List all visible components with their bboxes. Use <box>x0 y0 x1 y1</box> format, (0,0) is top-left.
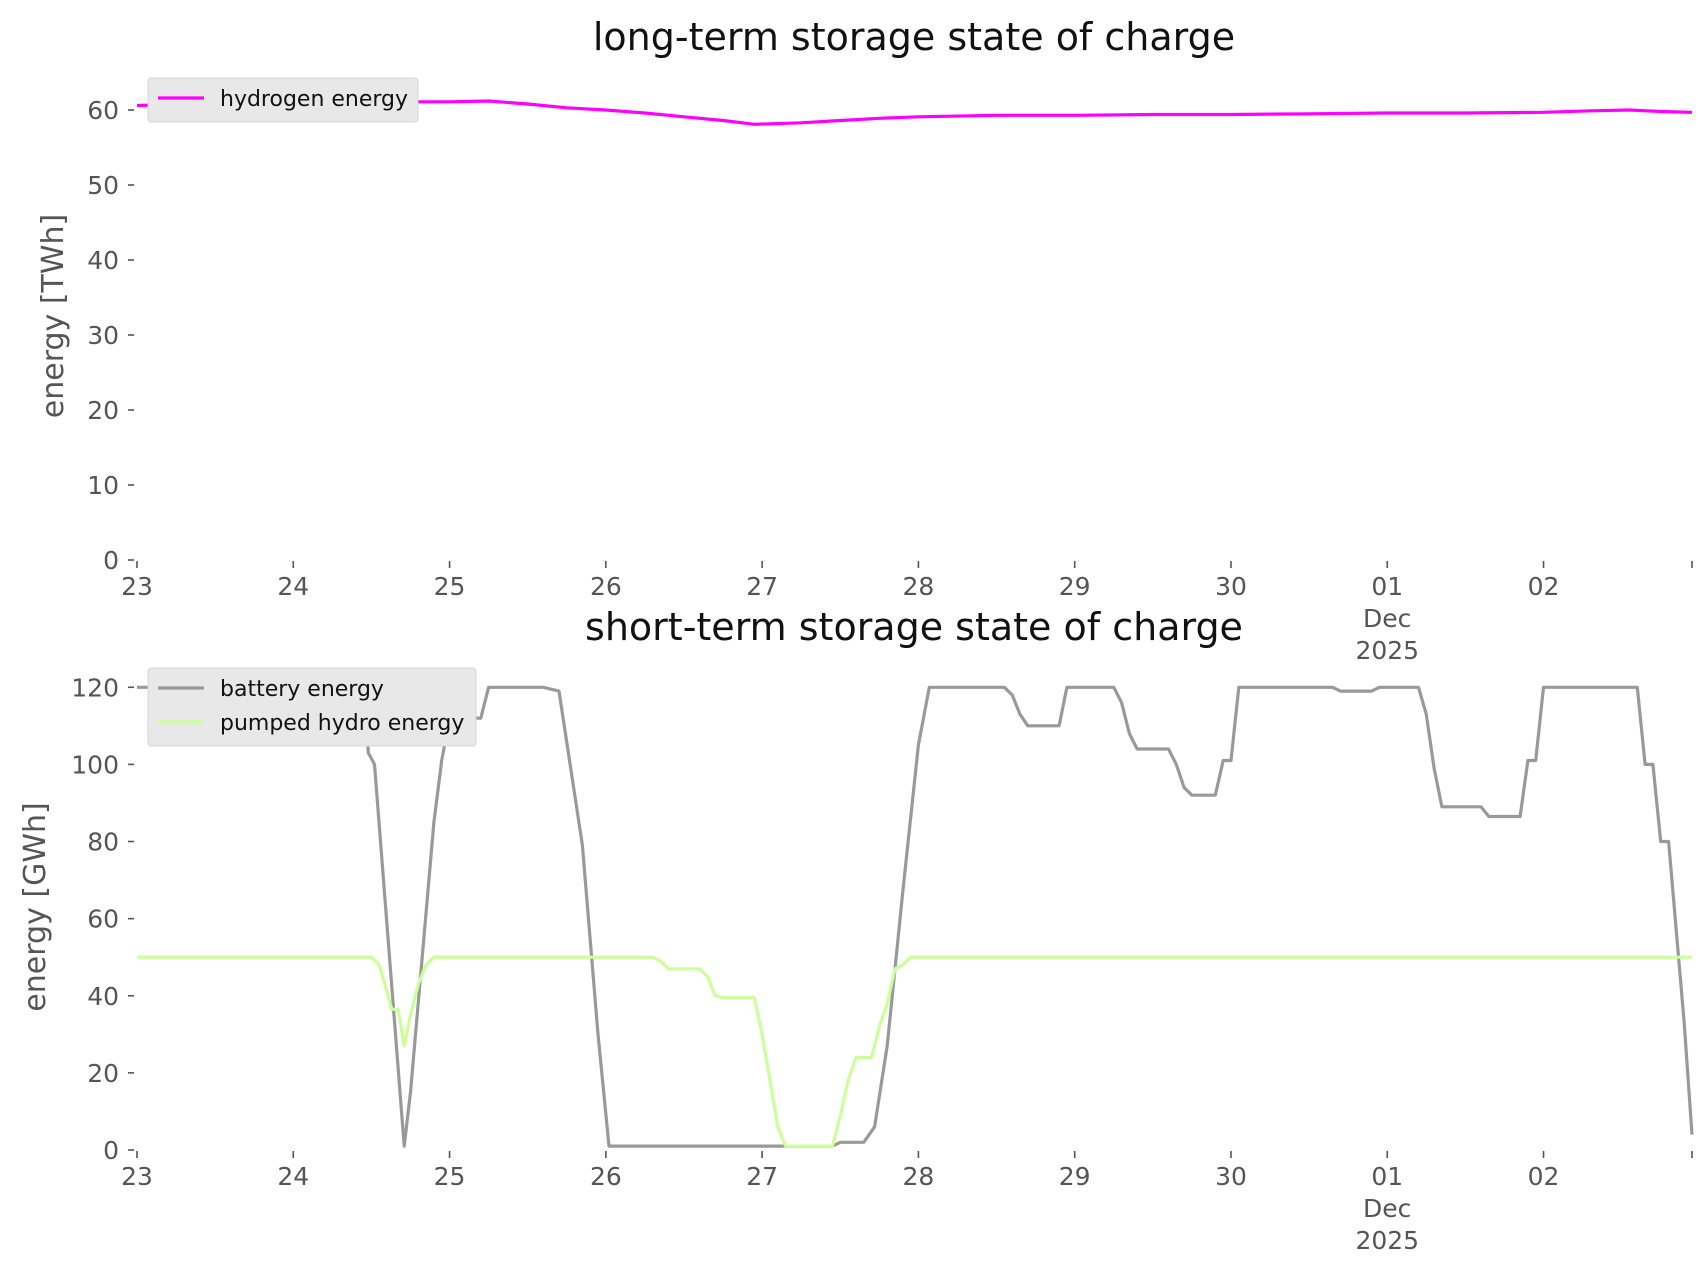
x-tick-label: 26 <box>590 1162 622 1191</box>
x-tick-label: 01 <box>1371 572 1403 601</box>
series-line-battery-energy <box>137 685 1694 1148</box>
y-tick-label: 60 <box>87 905 119 934</box>
x-tick-label: 26 <box>590 572 622 601</box>
x-tick-label: 28 <box>903 1162 935 1191</box>
series-line-pumped-hydro-energy <box>137 955 1692 1148</box>
y-tick-label: 20 <box>87 1059 119 1088</box>
x-tick-label: 29 <box>1059 1162 1091 1191</box>
x-tick-label: 02 <box>1528 572 1560 601</box>
y-tick-label: 120 <box>71 673 119 702</box>
y-tick-label: 40 <box>87 982 119 1011</box>
x-tick-label: 28 <box>903 572 935 601</box>
legend-label: pumped hydro energy <box>220 711 464 736</box>
y-tick-label: 20 <box>87 396 119 425</box>
x-tick-label: 01 <box>1371 1162 1403 1191</box>
x-tick-label: 23 <box>121 572 153 601</box>
x-tick-label: 30 <box>1215 572 1247 601</box>
legend-label: hydrogen energy <box>220 87 408 112</box>
x-tick-label: 27 <box>746 1162 778 1191</box>
long-term-storage-chart: long-term storage state of charge energy… <box>36 15 1693 665</box>
legend-box <box>147 667 477 747</box>
y-tick-label: 60 <box>87 96 119 125</box>
x-tick-label: 24 <box>277 1162 309 1191</box>
x-tick-label: 30 <box>1215 1162 1247 1191</box>
x-tick-label: 2025 <box>1355 1226 1419 1255</box>
legend-box <box>147 77 419 123</box>
chart-title: long-term storage state of charge <box>593 15 1235 59</box>
y-tick-label: 30 <box>87 321 119 350</box>
y-tick-label: 40 <box>87 246 119 275</box>
x-tick-label: 25 <box>434 1162 466 1191</box>
y-tick-label: 100 <box>71 750 119 779</box>
x-tick-label: 24 <box>277 572 309 601</box>
y-tick-label: 0 <box>103 1136 119 1165</box>
chart-title: short-term storage state of charge <box>585 605 1243 649</box>
x-tick-label: 23 <box>121 1162 153 1191</box>
x-tick-label: 2025 <box>1355 636 1419 665</box>
x-tick-label: Dec <box>1363 604 1411 633</box>
legend-label: battery energy <box>220 677 384 702</box>
x-tick-label: 27 <box>746 572 778 601</box>
y-axis-label: energy [TWh] <box>36 214 71 418</box>
y-axis-label: energy [GWh] <box>18 802 53 1011</box>
x-tick-label: 29 <box>1059 572 1091 601</box>
x-tick-label: 02 <box>1528 1162 1560 1191</box>
y-tick-label: 50 <box>87 171 119 200</box>
y-tick-label: 80 <box>87 828 119 857</box>
y-tick-label: 0 <box>103 546 119 575</box>
y-tick-label: 10 <box>87 471 119 500</box>
x-tick-label: 25 <box>434 572 466 601</box>
series-line-hydrogen-energy <box>136 99 1693 126</box>
x-tick-label: Dec <box>1363 1194 1411 1223</box>
short-term-storage-chart: short-term storage state of charge energ… <box>18 605 1694 1255</box>
